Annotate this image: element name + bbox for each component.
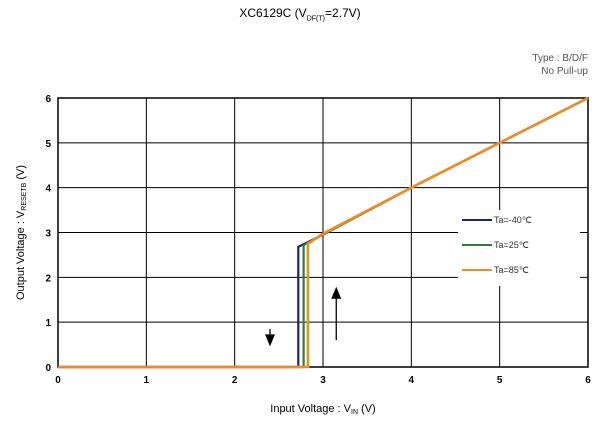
x-tick-label: 0 [55,375,61,386]
y-tick-label: 5 [45,139,51,150]
y-tick-label: 1 [45,318,51,329]
arrow-up-head [331,286,342,299]
y-tick-label: 6 [45,94,51,105]
x-tick-label: 6 [585,375,591,386]
x-tick-label: 5 [497,375,503,386]
y-tick-label: 4 [45,184,51,195]
title-main: XC6129C (V [239,6,307,20]
title-subscript: DF(T) [306,15,325,23]
chart-title: XC6129C (VDF(T)=2.7V) [0,6,600,22]
legend-label: Ta=85℃ [494,265,529,275]
x-axis-label: Input Voltage : VIN (V) [270,403,375,416]
y-tick-label: 3 [45,229,51,240]
x-tick-label: 4 [409,375,415,386]
legend-label: Ta=25℃ [494,240,529,250]
title-end: =2.7V) [324,6,361,20]
arrow-down-head [265,334,275,347]
x-tick-label: 1 [144,375,150,386]
pullup-note: No Pull-up [541,66,588,77]
y-axis-label: Output Voltage : VRESETB (V) [15,165,28,300]
legend-label: Ta=-40℃ [494,215,532,225]
y-tick-label: 2 [45,273,51,284]
x-tick-label: 2 [232,375,238,386]
type-note: Type : B/D/F [532,53,588,64]
y-tick-label: 0 [45,363,51,374]
legend-box [458,210,580,286]
x-tick-label: 3 [320,375,326,386]
